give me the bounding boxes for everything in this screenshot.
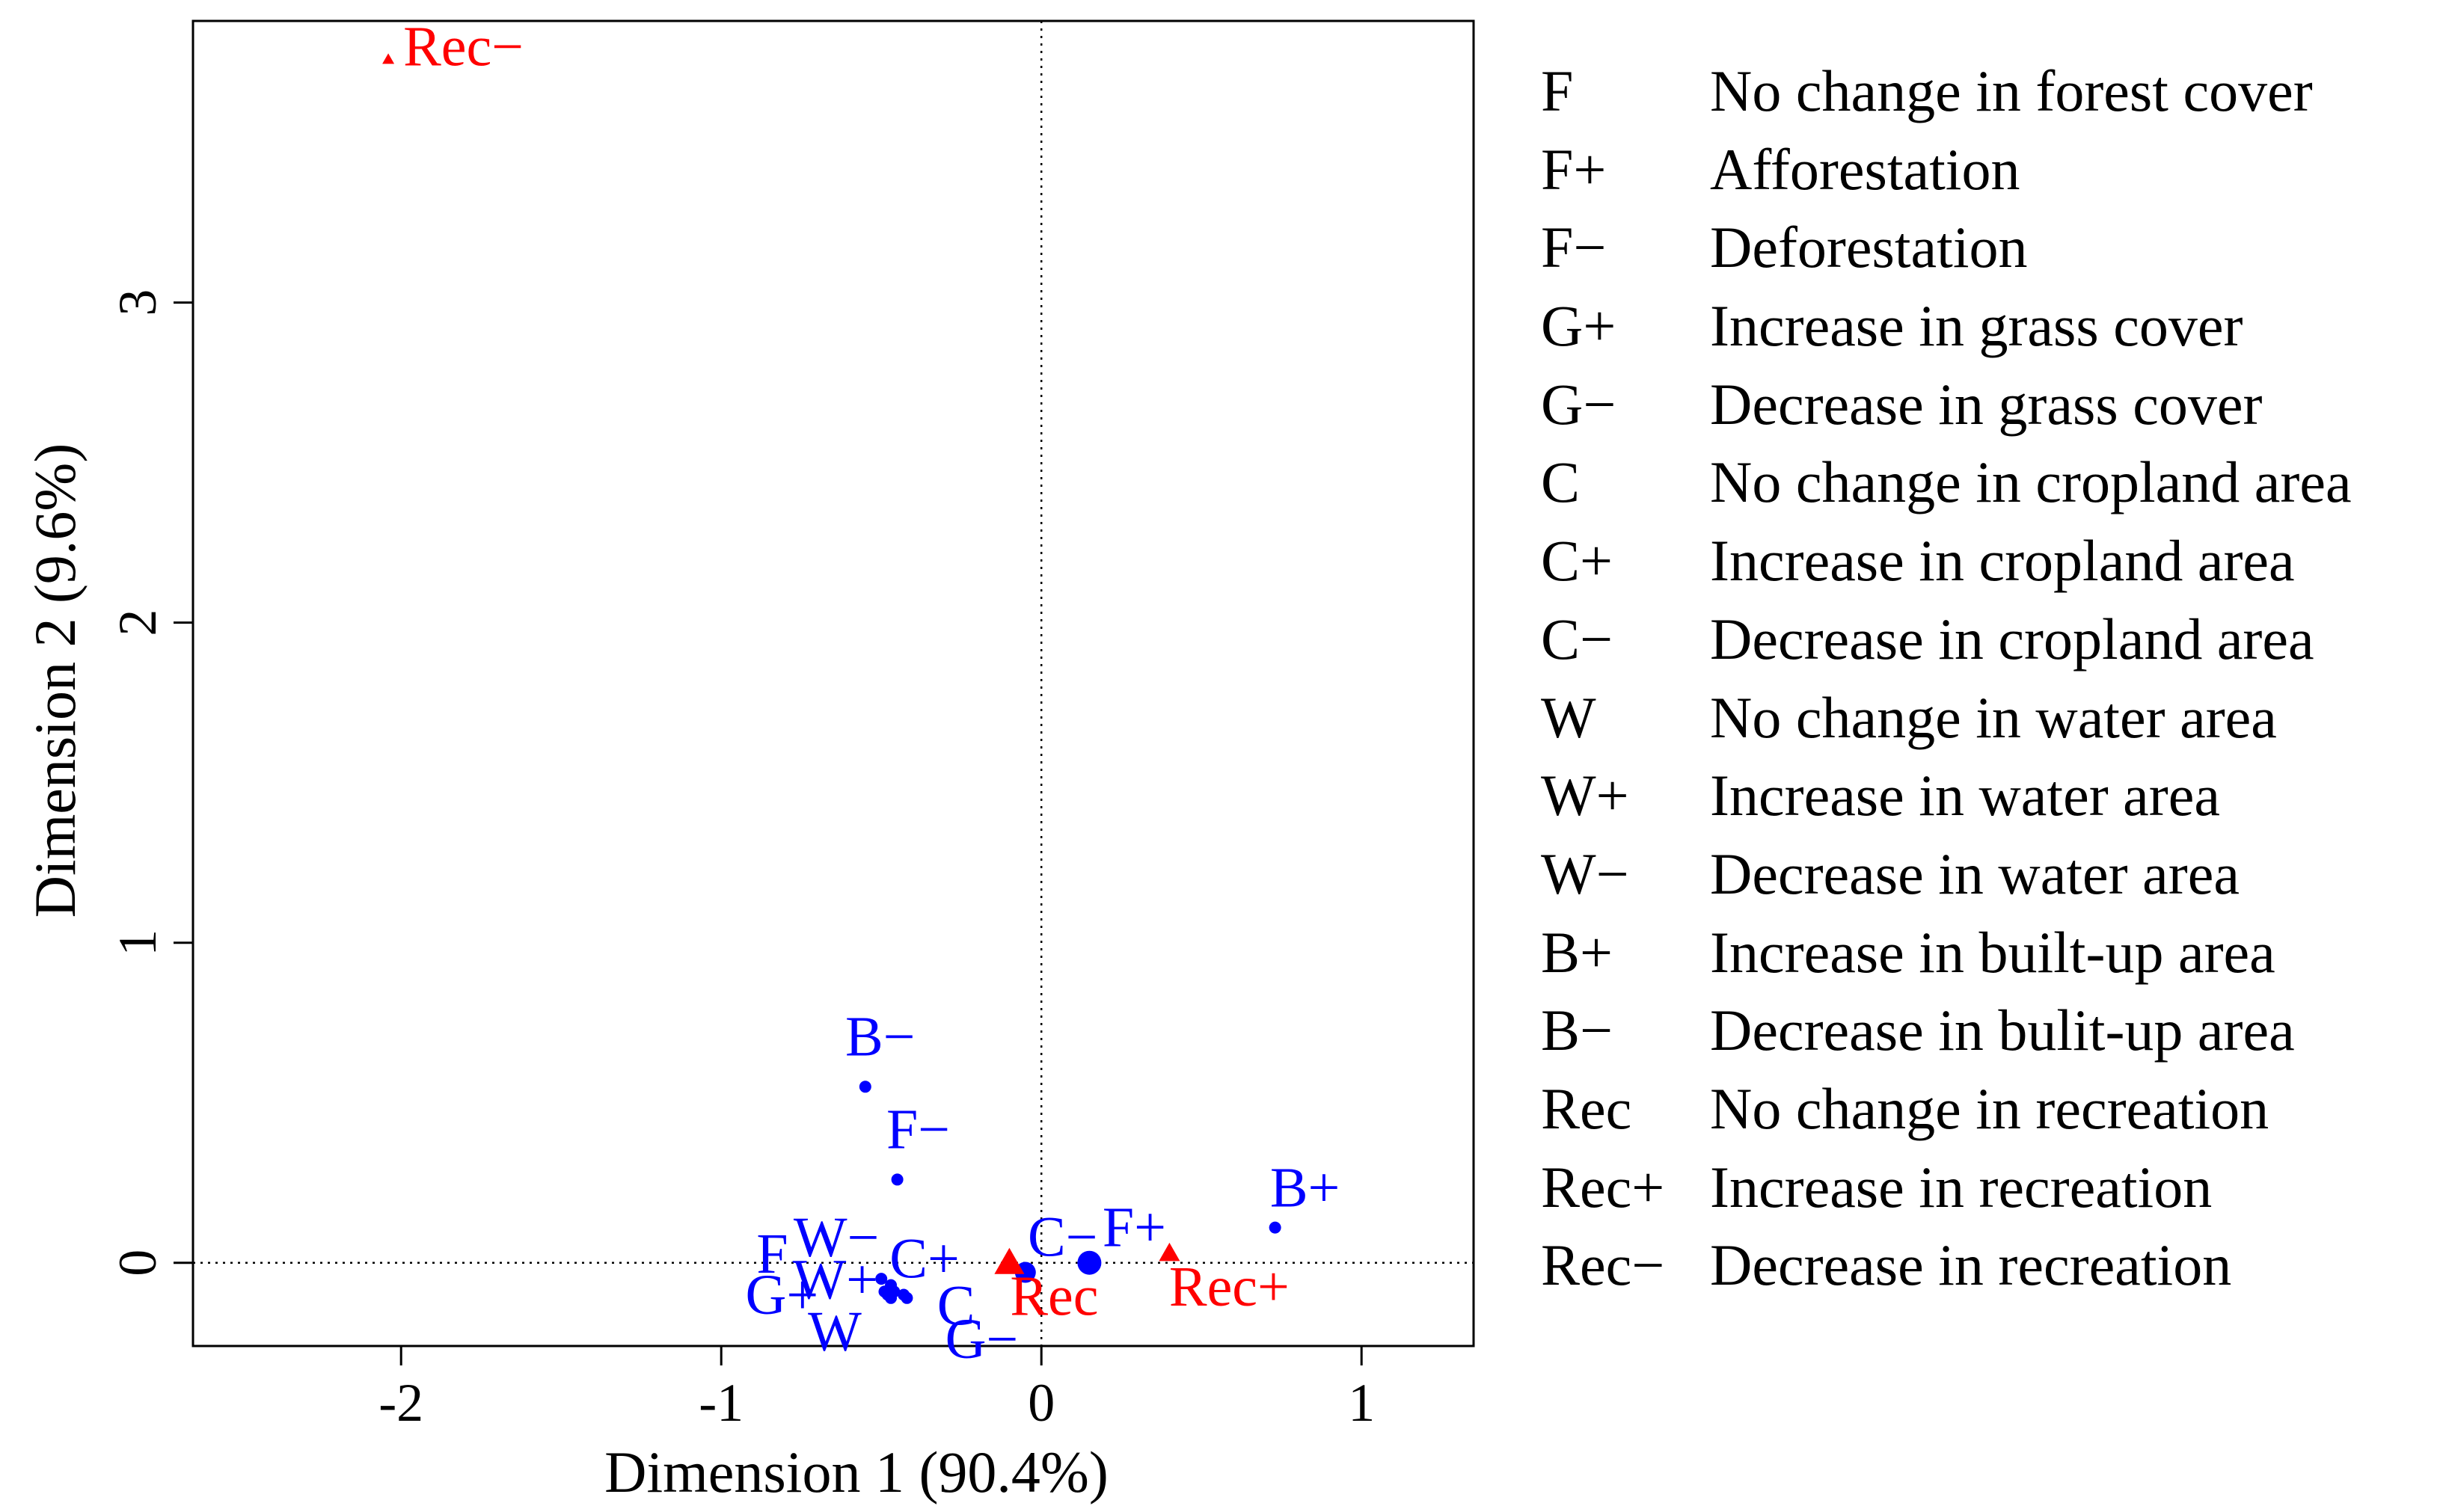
x-tick-label: -1: [699, 1373, 744, 1433]
legend-item: W− Decrease in water area: [1541, 835, 2439, 914]
point-label: G−: [945, 1308, 1019, 1371]
legend-item: C+ Increase in cropland area: [1541, 522, 2439, 600]
circle-marker: [891, 1173, 904, 1186]
point-label: F+: [1103, 1196, 1166, 1259]
circle-marker: [875, 1273, 888, 1285]
legend-code: F+: [1541, 136, 1607, 202]
legend-description: No change in forest cover: [1710, 58, 2313, 123]
legend-item: C− Decrease in cropland area: [1541, 600, 2439, 679]
legend-description: Decrease in grass cover: [1710, 371, 2263, 437]
point-label: C−: [1028, 1206, 1098, 1269]
legend-code: F: [1541, 58, 1574, 123]
point-label: F−: [886, 1098, 950, 1161]
legend-item: Rec No change in recreation: [1541, 1070, 2439, 1149]
legend-item: W+ Increase in water area: [1541, 757, 2439, 835]
legend-code: F−: [1541, 215, 1607, 280]
legend-code: B+: [1541, 919, 1613, 985]
x-tick-label: 0: [1028, 1373, 1055, 1433]
point-label: W−: [794, 1206, 880, 1269]
y-tick-label: 2: [108, 609, 168, 636]
legend-code: C−: [1541, 606, 1613, 672]
legend-item: Rec− Decrease in recreation: [1541, 1226, 2439, 1305]
point-label: G+: [745, 1264, 818, 1327]
reference-lines: [193, 21, 1474, 1346]
circle-marker: [1269, 1221, 1281, 1234]
y-tick-label: 1: [108, 929, 168, 956]
triangle-marker: [1159, 1242, 1180, 1261]
legend-item: W No change in water area: [1541, 679, 2439, 757]
legend-description: No change in cropland area: [1710, 449, 2352, 515]
legend-description: Increase in recreation: [1710, 1154, 2213, 1220]
legend-item: C No change in cropland area: [1541, 443, 2439, 522]
legend-item: B+ Increase in built-up area: [1541, 914, 2439, 992]
legend-description: Afforestation: [1710, 136, 2020, 202]
legend-code: Rec−: [1541, 1232, 1665, 1298]
legend-description: Decrease in bulit-up area: [1710, 998, 2295, 1063]
point-label: C+: [889, 1228, 960, 1291]
legend-description: Deforestation: [1710, 215, 2028, 280]
legend-code: W+: [1541, 763, 1629, 829]
legend-item: Rec+ Increase in recreation: [1541, 1149, 2439, 1227]
data-points: [382, 53, 1281, 1304]
plot-frame: [191, 19, 1475, 1347]
triangle-marker: [994, 1247, 1025, 1274]
legend-item: G− Decrease in grass cover: [1541, 366, 2439, 444]
legend-code: B−: [1541, 998, 1613, 1063]
legend-item: B− Decrease in bulit-up area: [1541, 992, 2439, 1070]
point-label: Rec: [1010, 1265, 1098, 1328]
legend-code: Rec: [1541, 1075, 1632, 1141]
point-label: Rec−: [403, 15, 524, 78]
legend-description: Decrease in cropland area: [1710, 606, 2314, 672]
legend-description: Decrease in water area: [1710, 840, 2240, 906]
legend-description: No change in recreation: [1710, 1075, 2269, 1141]
legend-description: Increase in water area: [1710, 763, 2221, 829]
circle-marker: [859, 1081, 871, 1093]
point-label: F: [756, 1223, 788, 1285]
legend-code: G−: [1541, 371, 1616, 437]
scatter-plot: -2 -1 0 1 0 1 2 3 B− F−W− C+ F W+G+W CG−C− F+ B+ Rec− R…: [22, 15, 1475, 1505]
legend-item: G+ Increase in grass cover: [1541, 287, 2439, 366]
x-tick-label: -2: [378, 1373, 423, 1433]
circle-marker: [1077, 1250, 1102, 1275]
legend-code: Rec+: [1541, 1154, 1665, 1220]
legend-item: F− Deforestation: [1541, 209, 2439, 287]
y-tick-label: 0: [108, 1250, 168, 1276]
legend-description: Decrease in recreation: [1710, 1232, 2232, 1298]
legend-code: W−: [1541, 840, 1629, 906]
legend-description: No change in water area: [1710, 684, 2277, 750]
triangle-marker: [382, 53, 395, 64]
legend-item: F No change in forest cover: [1541, 52, 2439, 131]
legend-code: C: [1541, 449, 1581, 515]
y-axis: 0 1 2 3: [108, 289, 193, 1276]
x-axis: -2 -1 0 1: [378, 1346, 1375, 1433]
x-tick-label: 1: [1348, 1373, 1375, 1433]
y-axis-label: Dimension 2 (9.6%): [22, 443, 88, 918]
legend-code: W: [1541, 684, 1596, 750]
point-label: W+: [792, 1249, 878, 1312]
legend-description: Increase in grass cover: [1710, 293, 2243, 359]
point-labels: B− F−W− C+ F W+G+W CG−C− F+ B+ Rec− Rec Rec+: [403, 15, 1340, 1370]
legend-code: C+: [1541, 528, 1613, 594]
legend-description: Increase in built-up area: [1710, 919, 2275, 985]
legend: F No change in forest cover F+ Afforestatio…: [1541, 52, 2439, 1305]
point-label: B+: [1270, 1157, 1340, 1220]
point-label: B−: [845, 1005, 916, 1068]
point-label: C: [937, 1275, 975, 1338]
x-axis-label: Dimension 1 (90.4%): [604, 1439, 1109, 1505]
point-label: Rec+: [1169, 1256, 1290, 1318]
point-label: W: [808, 1300, 862, 1363]
legend-description: Increase in cropland area: [1710, 528, 2295, 594]
legend-item: F+ Afforestation: [1541, 131, 2439, 209]
circle-marker: [901, 1291, 913, 1304]
circle-marker: [885, 1291, 898, 1304]
y-tick-label: 3: [108, 289, 168, 316]
legend-code: G+: [1541, 293, 1616, 359]
